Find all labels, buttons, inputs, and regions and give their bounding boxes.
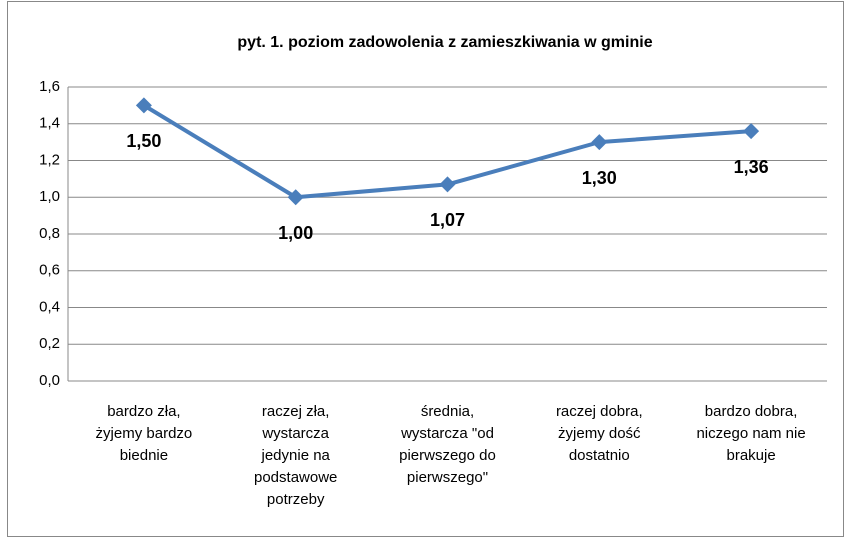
marker	[439, 176, 456, 193]
x-tick-label-line: raczej zła,	[262, 403, 330, 420]
data-label: 1,00	[278, 223, 313, 243]
x-tick-label-line: bardzo dobra,	[705, 403, 798, 420]
x-tick-label: raczej dobra, żyjemy dość dostatnio	[556, 403, 643, 464]
y-tick-label: 1,6	[39, 78, 60, 95]
x-tick-label-line: żyjemy bardzo	[96, 425, 193, 442]
x-tick-label-line: pierwszego"	[407, 469, 488, 486]
x-tick-label-line: dostatnio	[569, 447, 630, 464]
x-tick-label-line: wystarcza "od	[400, 425, 494, 442]
x-tick-label-line: średnia,	[421, 403, 474, 420]
data-label: 1,07	[430, 210, 465, 230]
x-tick-label-line: pierwszego do	[399, 447, 496, 464]
y-tick-label: 1,0	[39, 188, 60, 205]
data-label: 1,30	[582, 168, 617, 188]
x-tick-label-line: raczej dobra,	[556, 403, 643, 420]
marker	[135, 97, 152, 114]
x-tick-label-line: wystarcza	[261, 425, 329, 442]
marker	[591, 134, 608, 151]
y-tick-label: 0,6	[39, 262, 60, 279]
x-tick-label: raczej zła, wystarcza jedynie na podstawowe…	[254, 403, 337, 508]
y-tick-label: 0,2	[39, 335, 60, 352]
x-tick-label: bardzo zła, żyjemy bardzo biednie	[96, 403, 193, 464]
x-tick-label: średnia, wystarcza "od pierwszego do pierws…	[399, 403, 496, 486]
y-tick-label: 1,2	[39, 151, 60, 168]
x-tick-label-line: brakuje	[726, 447, 775, 464]
marker	[743, 123, 760, 140]
x-tick-label-line: potrzeby	[267, 491, 325, 508]
x-tick-label-line: biednie	[120, 447, 168, 464]
x-tick-label-line: żyjemy dość	[558, 425, 641, 442]
x-tick-label-line: jedynie na	[261, 447, 331, 464]
data-label: 1,50	[126, 131, 161, 151]
chart-frame	[7, 1, 844, 537]
chart-title: pyt. 1. poziom zadowolenia z zamieszkiwa…	[237, 34, 652, 51]
x-tick-label-line: niczego nam nie	[696, 425, 805, 442]
x-tick-label-line: bardzo zła,	[107, 403, 180, 420]
y-tick-label: 0,8	[39, 225, 60, 242]
x-tick-label-line: podstawowe	[254, 469, 337, 486]
x-tick-label: bardzo dobra, niczego nam nie brakuje	[696, 403, 805, 464]
y-tick-label: 0,4	[39, 298, 60, 315]
marker	[287, 189, 304, 206]
data-label: 1,36	[734, 157, 769, 177]
y-tick-label: 1,4	[39, 115, 60, 132]
y-tick-label: 0,0	[39, 372, 60, 389]
